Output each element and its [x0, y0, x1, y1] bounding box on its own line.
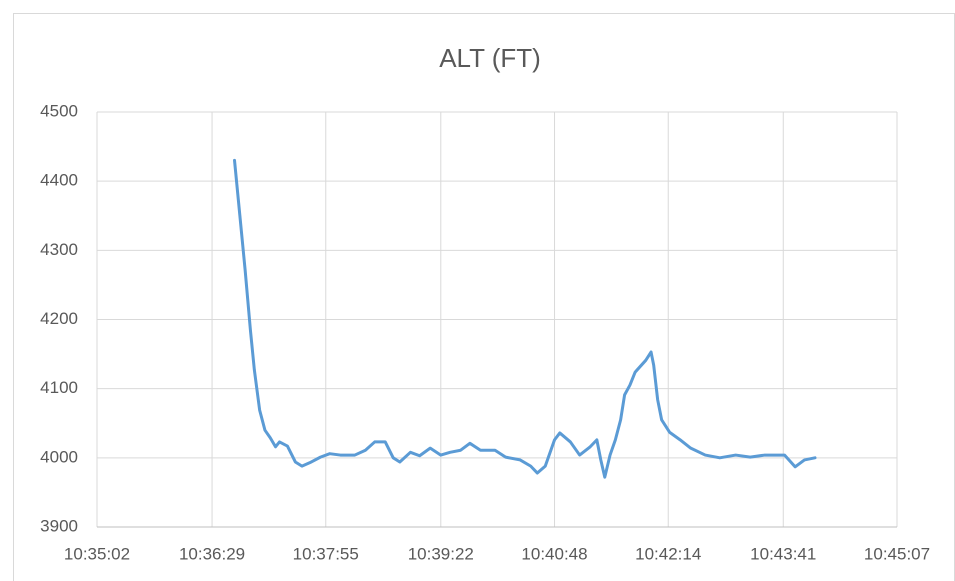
x-tick-label: 10:37:55: [293, 544, 359, 563]
y-tick-label: 4200: [40, 309, 78, 328]
y-tick-label: 4400: [40, 171, 78, 190]
y-tick-label: 3900: [40, 516, 78, 535]
x-tick-label: 10:40:48: [521, 544, 587, 563]
x-tick-label: 10:39:22: [408, 544, 474, 563]
y-tick-label: 4000: [40, 447, 78, 466]
y-tick-label: 4300: [40, 240, 78, 259]
chart-border: [13, 13, 955, 581]
x-tick-label: 10:35:02: [64, 544, 130, 563]
y-tick-label: 4100: [40, 378, 78, 397]
x-tick-label: 10:42:14: [635, 544, 701, 563]
x-tick-label: 10:43:41: [750, 544, 816, 563]
x-tick-label: 10:45:07: [864, 544, 930, 563]
x-tick-label: 10:36:29: [179, 544, 245, 563]
chart-title: ALT (FT): [439, 43, 541, 73]
line: [233, 158, 817, 479]
y-tick-label: 4500: [40, 101, 78, 120]
